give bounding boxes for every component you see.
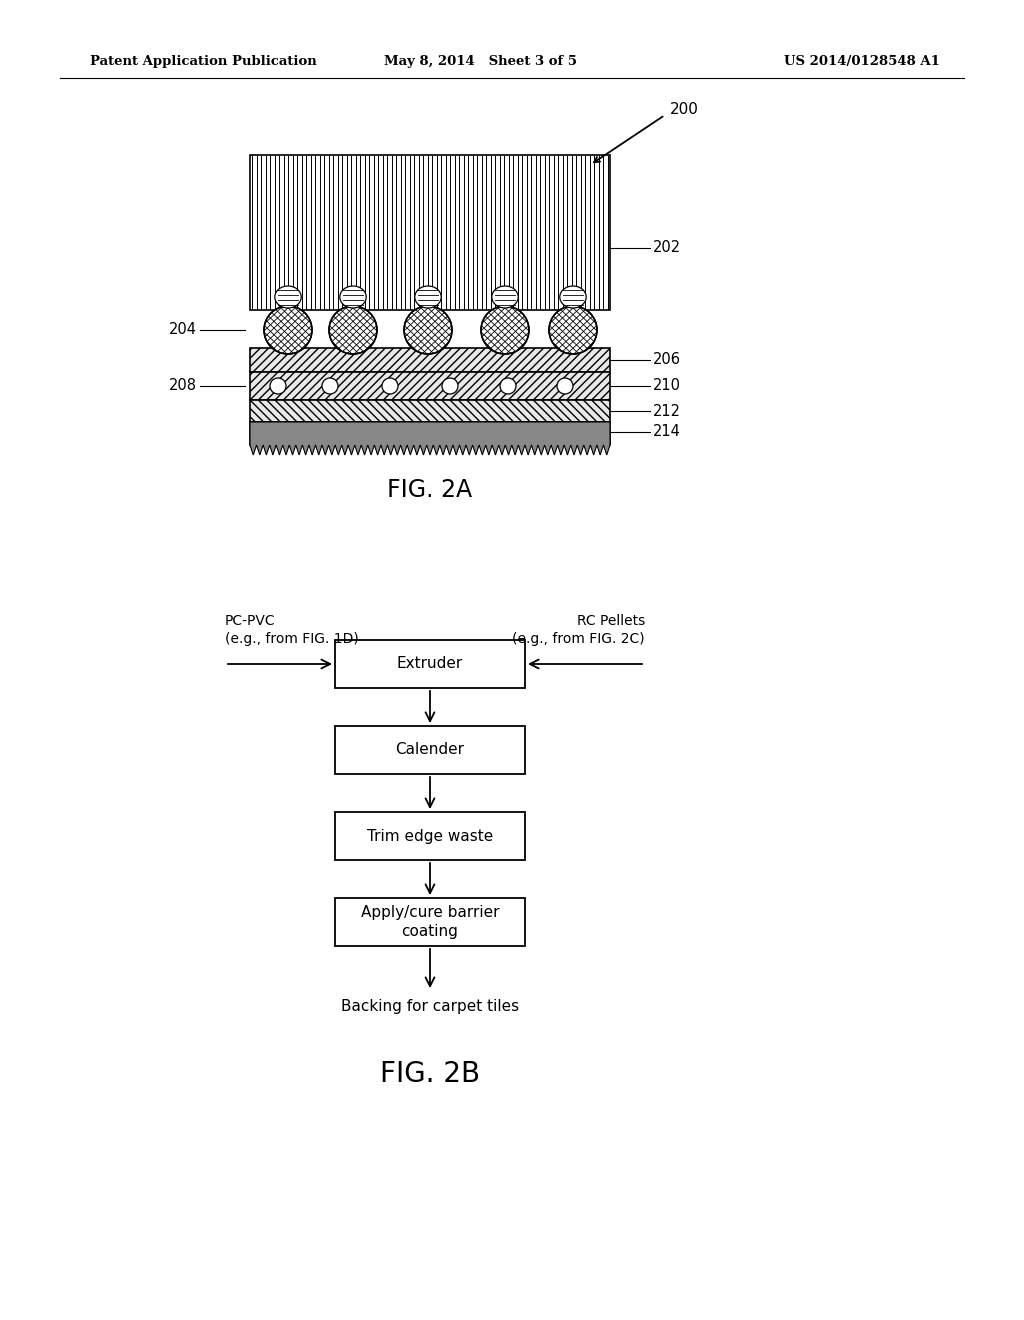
Bar xyxy=(335,812,525,861)
Ellipse shape xyxy=(340,286,367,308)
Bar xyxy=(250,348,610,372)
Ellipse shape xyxy=(560,286,586,308)
Text: PC-PVC
(e.g., from FIG. 1D): PC-PVC (e.g., from FIG. 1D) xyxy=(225,614,358,645)
Text: Calender: Calender xyxy=(395,742,465,758)
Circle shape xyxy=(557,378,573,393)
Ellipse shape xyxy=(492,286,518,308)
Text: May 8, 2014   Sheet 3 of 5: May 8, 2014 Sheet 3 of 5 xyxy=(384,55,577,69)
Ellipse shape xyxy=(274,286,301,308)
Text: FIG. 2B: FIG. 2B xyxy=(380,1060,480,1088)
Bar xyxy=(250,154,610,310)
Circle shape xyxy=(500,378,516,393)
Ellipse shape xyxy=(329,306,377,354)
Text: FIG. 2A: FIG. 2A xyxy=(387,478,472,502)
Circle shape xyxy=(270,378,286,393)
Text: 200: 200 xyxy=(670,102,698,116)
Text: Extruder: Extruder xyxy=(397,656,463,672)
Ellipse shape xyxy=(264,306,312,354)
Text: Patent Application Publication: Patent Application Publication xyxy=(90,55,316,69)
Ellipse shape xyxy=(549,306,597,354)
Bar xyxy=(335,640,525,688)
Text: 204: 204 xyxy=(169,322,197,338)
Text: 210: 210 xyxy=(653,379,681,393)
Bar xyxy=(250,400,610,422)
Bar xyxy=(250,372,610,400)
Circle shape xyxy=(382,378,398,393)
Circle shape xyxy=(322,378,338,393)
Bar xyxy=(250,422,610,445)
Text: RC Pellets
(e.g., from FIG. 2C): RC Pellets (e.g., from FIG. 2C) xyxy=(512,614,645,645)
Text: US 2014/0128548 A1: US 2014/0128548 A1 xyxy=(784,55,940,69)
Ellipse shape xyxy=(404,306,452,354)
Text: Trim edge waste: Trim edge waste xyxy=(367,829,494,843)
Text: 208: 208 xyxy=(169,379,197,393)
Ellipse shape xyxy=(481,306,529,354)
Text: Apply/cure barrier
coating: Apply/cure barrier coating xyxy=(360,904,500,940)
Text: 202: 202 xyxy=(653,240,681,256)
Ellipse shape xyxy=(415,286,441,308)
Circle shape xyxy=(442,378,458,393)
Bar xyxy=(335,726,525,774)
Text: 206: 206 xyxy=(653,352,681,367)
Bar xyxy=(335,898,525,946)
Text: Backing for carpet tiles: Backing for carpet tiles xyxy=(341,999,519,1015)
Text: 212: 212 xyxy=(653,404,681,418)
Polygon shape xyxy=(250,422,610,455)
Text: 214: 214 xyxy=(653,425,681,440)
